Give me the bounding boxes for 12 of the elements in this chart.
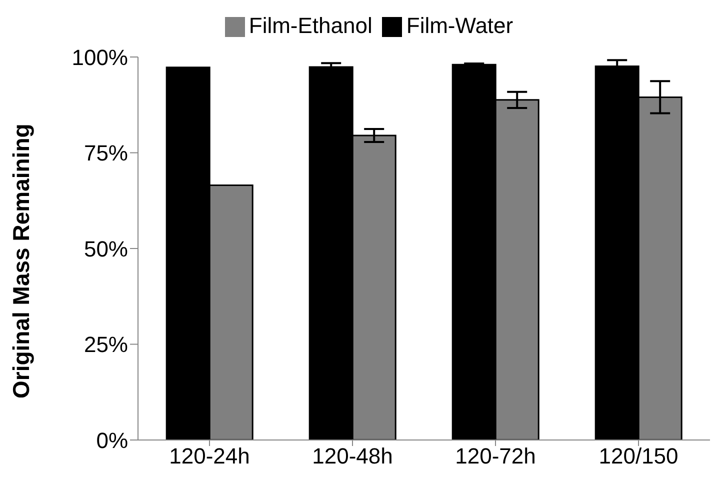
x-tick-label: 120-24h bbox=[169, 444, 250, 469]
x-tick-label: 120/150 bbox=[598, 444, 678, 469]
x-tick-label: 120-48h bbox=[312, 444, 393, 469]
y-tick-label: 25% bbox=[84, 332, 128, 358]
legend-label: Film-Water bbox=[406, 13, 514, 38]
legend-label: Film-Ethanol bbox=[248, 13, 372, 38]
y-tick-label: 50% bbox=[84, 236, 128, 262]
y-tick-label: 75% bbox=[84, 140, 128, 166]
y-tick-label: 0% bbox=[96, 428, 128, 453]
y-axis-title: Original Mass Remaining bbox=[8, 124, 34, 398]
x-tick-label: 120-72h bbox=[455, 444, 536, 469]
y-tick-label: 100% bbox=[72, 44, 128, 70]
